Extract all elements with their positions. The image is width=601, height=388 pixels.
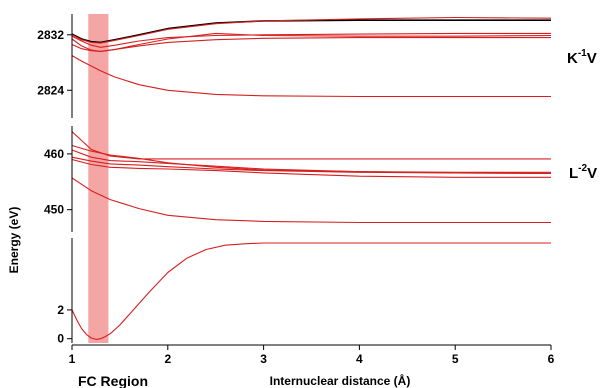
y-axis-title: Energy (eV): [7, 207, 21, 274]
series-line-panel-1-3: [71, 156, 552, 174]
x-tick-label: 2: [164, 352, 171, 366]
series-line-panel-1-2: [71, 149, 552, 174]
series-line-panel-0-3: [71, 32, 552, 52]
series-layer: [71, 16, 552, 340]
fc-region-band: [88, 14, 109, 343]
y-tick-label: 450: [44, 203, 64, 217]
series-line-panel-1-5: [71, 177, 551, 224]
series-line-panel-0-5: [71, 55, 551, 98]
axes-layer: 2824 2832 450 460 0 2 1 2 3 4 5 6: [37, 14, 555, 366]
series-line-panel-1-4: [71, 158, 551, 178]
l-panel-label: L-2V: [569, 163, 597, 182]
y-tick-label: 2824: [37, 83, 64, 97]
series-line-panel-0-1: [71, 16, 552, 44]
x-tick-label: 3: [260, 352, 267, 366]
series-line-panel-0-4: [71, 37, 551, 52]
series-line-panel-0-0: [71, 19, 551, 44]
x-tick-label: 5: [452, 352, 459, 366]
series-line-panel-1-0: [71, 131, 551, 160]
x-axis-title: Internuclear distance (Å): [270, 373, 411, 388]
y-tick-label: 2832: [37, 28, 64, 42]
series-line-panel-0-2: [71, 32, 551, 48]
y-tick-label: 0: [57, 332, 64, 346]
x-tick-label: 4: [356, 352, 363, 366]
x-tick-label: 1: [69, 352, 76, 366]
series-line-panel-2-0: [71, 242, 551, 340]
y-tick-label: 2: [57, 303, 64, 317]
k-panel-label: K-1V: [567, 48, 597, 67]
x-tick-label: 6: [548, 352, 555, 366]
y-tick-label: 460: [44, 147, 64, 161]
fc-region-label: FC Region: [78, 373, 148, 388]
